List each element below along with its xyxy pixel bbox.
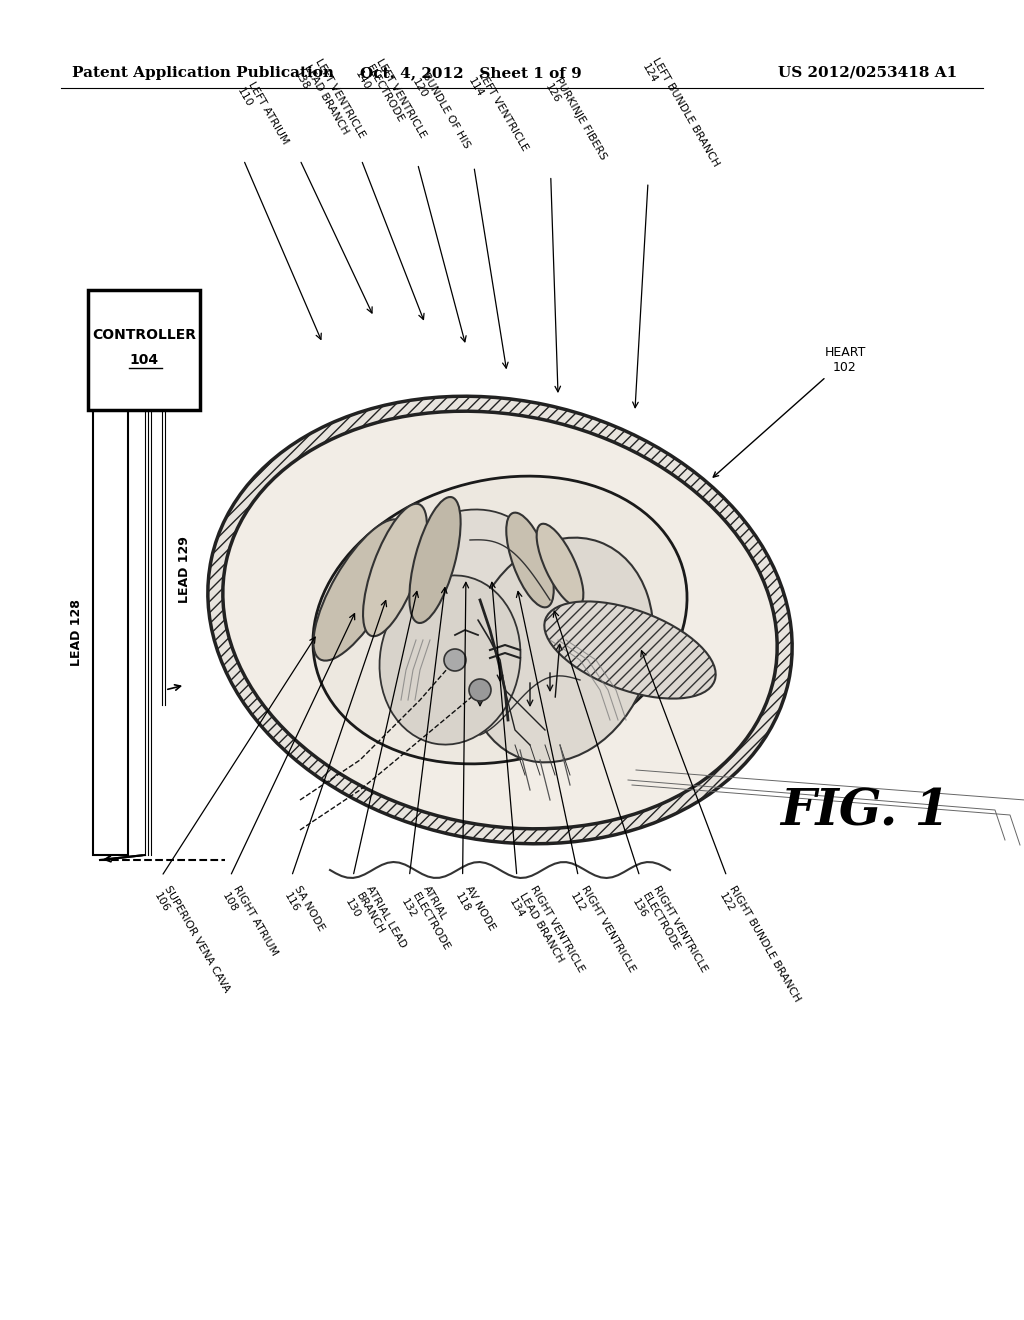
Ellipse shape	[406, 510, 535, 611]
Text: 104: 104	[129, 352, 159, 367]
Text: RIGHT VENTRICLE
LEAD BRANCH
134: RIGHT VENTRICLE LEAD BRANCH 134	[507, 884, 586, 987]
Text: LEFT ATRIUM
110: LEFT ATRIUM 110	[236, 79, 290, 152]
Ellipse shape	[208, 396, 793, 843]
Text: ATRIAL
ELECTRODE
132: ATRIAL ELECTRODE 132	[399, 884, 462, 958]
Ellipse shape	[537, 524, 584, 606]
Circle shape	[469, 678, 490, 701]
Text: LEAD 128: LEAD 128	[70, 599, 83, 665]
Text: LEFT VENTRICLE
ELECTRODE
140: LEFT VENTRICLE ELECTRODE 140	[353, 57, 428, 152]
Text: SUPERIOR VENA CAVA
106: SUPERIOR VENA CAVA 106	[152, 884, 231, 1001]
Text: RIGHT VENTRICLE
ELECTRODE
136: RIGHT VENTRICLE ELECTRODE 136	[630, 884, 709, 987]
Text: US 2012/0253418 A1: US 2012/0253418 A1	[778, 66, 957, 81]
Text: ATRIAL LEAD
BRANCH
130: ATRIAL LEAD BRANCH 130	[343, 884, 409, 962]
Ellipse shape	[410, 498, 461, 623]
Ellipse shape	[364, 504, 427, 636]
Text: LEFT VENTRICLE
114: LEFT VENTRICLE 114	[466, 70, 530, 158]
Ellipse shape	[380, 576, 520, 744]
Text: SA NODE
116: SA NODE 116	[282, 884, 327, 940]
Text: Patent Application Publication: Patent Application Publication	[72, 66, 334, 81]
Text: RIGHT ATRIUM
108: RIGHT ATRIUM 108	[220, 884, 280, 964]
Ellipse shape	[545, 602, 716, 698]
Circle shape	[444, 649, 466, 671]
Bar	[88, 290, 200, 411]
Polygon shape	[313, 477, 687, 764]
Text: BUNDLE OF HIS
120: BUNDLE OF HIS 120	[410, 70, 472, 156]
Text: FIG. 1: FIG. 1	[780, 787, 950, 837]
Ellipse shape	[223, 412, 777, 829]
Text: LEFT VENTRICLE
LEAD BRANCH
138: LEFT VENTRICLE LEAD BRANCH 138	[292, 57, 367, 152]
Ellipse shape	[467, 537, 653, 763]
Text: Oct. 4, 2012   Sheet 1 of 9: Oct. 4, 2012 Sheet 1 of 9	[360, 66, 582, 81]
Text: PURKINJE FIBERS
126: PURKINJE FIBERS 126	[543, 75, 608, 168]
Text: LEAD 129: LEAD 129	[178, 536, 191, 603]
Text: CONTROLLER: CONTROLLER	[92, 327, 196, 342]
Text: LEFT BUNDLE BRANCH
124: LEFT BUNDLE BRANCH 124	[640, 55, 721, 174]
Text: AV NODE
118: AV NODE 118	[453, 884, 497, 939]
Text: RIGHT VENTRICLE
112: RIGHT VENTRICLE 112	[568, 884, 637, 981]
Ellipse shape	[313, 519, 407, 660]
Text: RIGHT BUNDLE BRANCH
122: RIGHT BUNDLE BRANCH 122	[717, 884, 803, 1010]
Ellipse shape	[506, 512, 554, 607]
Text: HEART
102: HEART 102	[714, 346, 865, 477]
Bar	[93, 411, 128, 855]
